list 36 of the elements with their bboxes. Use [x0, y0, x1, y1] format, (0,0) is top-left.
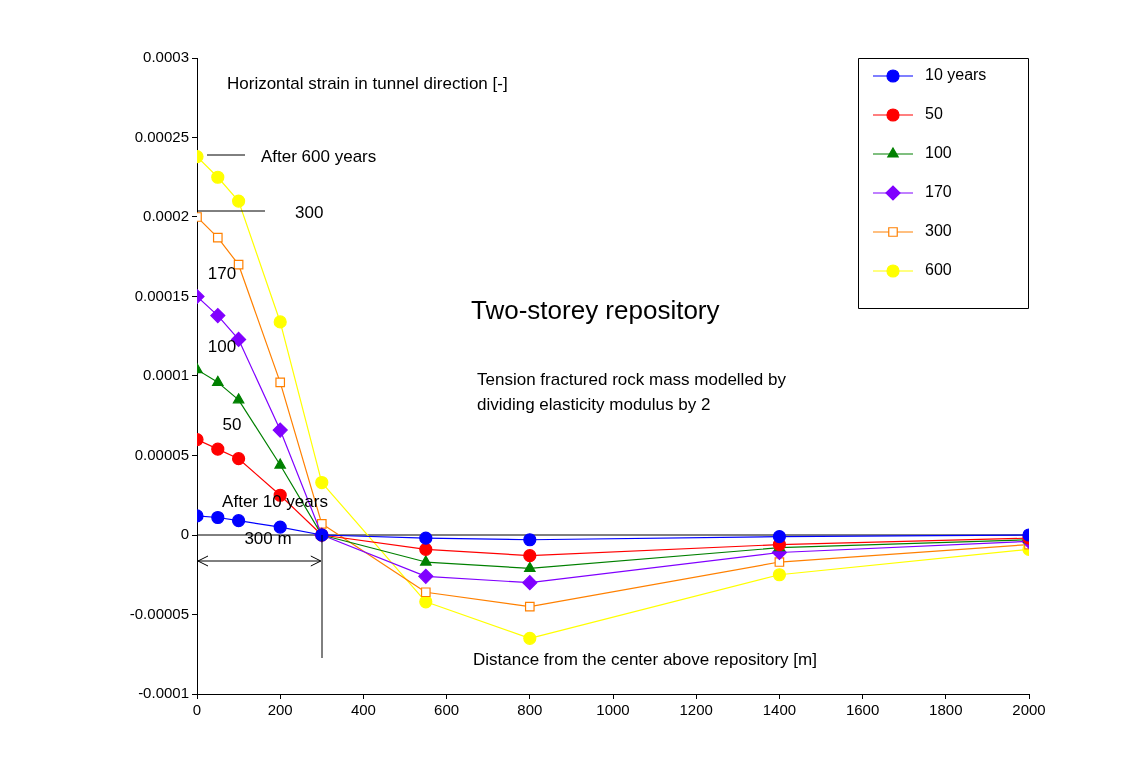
x-axis-title: Distance from the center above repository [m] [473, 649, 817, 669]
x-tick-label: 400 [350, 701, 376, 719]
y-tick-label: -0.00005 [129, 604, 189, 622]
legend-label: 170 [925, 183, 952, 201]
legend-label: 50 [925, 105, 943, 123]
annotation: 50 [222, 414, 242, 434]
x-tick-label: 2000 [1012, 701, 1046, 719]
legend-label: 600 [925, 261, 952, 279]
legend-label: 100 [925, 144, 952, 162]
x-tick-label: 600 [434, 701, 460, 719]
legend-label: 300 [925, 222, 952, 240]
x-tick-label: 1400 [762, 701, 797, 719]
annotation: 300 [295, 202, 324, 222]
y-tick-label: -0.0001 [138, 684, 189, 702]
y-tick-label: 0 [180, 525, 189, 543]
y-tick-label: 0.00015 [134, 286, 189, 304]
annotation: After 600 years [261, 146, 377, 166]
y-tick-label: 0.0003 [143, 48, 189, 66]
x-tick-label: 1800 [929, 701, 963, 719]
annotation: 170 [207, 263, 237, 283]
annotation: 300 m [244, 528, 292, 548]
y-tick-label: 0.0002 [143, 207, 189, 225]
y-tick-label: 0.00025 [134, 127, 189, 145]
text: Tension fractured rock mass modelled by dividing elasticity modulus by 2 [477, 369, 787, 414]
x-tick-label: 1200 [679, 701, 713, 719]
annotation: 100 [207, 336, 237, 356]
text: Two-storey repository [471, 295, 720, 326]
x-tick-label: 0 [192, 701, 202, 719]
x-tick-label: 800 [517, 701, 543, 719]
x-tick-label: 1000 [596, 701, 630, 719]
x-tick-label: 200 [267, 701, 293, 719]
y-axis-title: Horizontal strain in tunnel direction [-] [227, 73, 508, 93]
legend-label: 10 years [925, 66, 987, 84]
y-tick-label: 0.0001 [143, 366, 189, 384]
x-tick-label: 1600 [845, 701, 880, 719]
y-tick-label: 0.00005 [134, 445, 189, 463]
